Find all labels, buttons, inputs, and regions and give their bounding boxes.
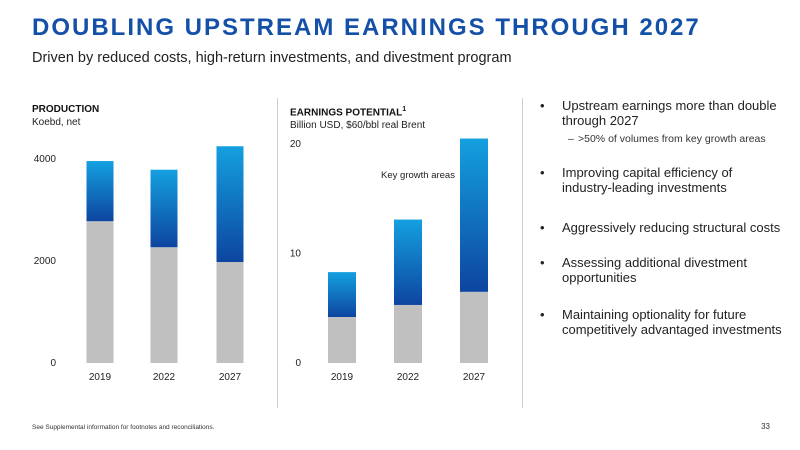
footnote: See Supplemental information for footnot…: [32, 424, 215, 431]
bar-base: [460, 291, 488, 363]
bar-base: [328, 317, 356, 363]
x-tick-label: 2027: [463, 372, 486, 383]
earnings-heading-text: EARNINGS POTENTIAL: [290, 107, 403, 119]
divider-left: [277, 98, 278, 408]
bullet-text: Aggressively reducing structural costs: [562, 220, 781, 235]
bar-base: [150, 247, 178, 363]
sub-bullet-text: >50% of volumes from key growth areas: [578, 133, 766, 145]
x-tick-label: 2022: [397, 372, 420, 383]
bullet-item: • Improving capital efficiency of indust…: [538, 165, 783, 195]
bar-growth: [150, 169, 178, 248]
bar-base: [216, 262, 244, 363]
production-unit: Koebd, net: [32, 117, 81, 128]
bullet-dot: •: [540, 165, 545, 180]
bar-growth: [460, 138, 488, 292]
page-title: DOUBLING UPSTREAM EARNINGS THROUGH 2027: [32, 14, 701, 41]
earnings-unit: Billion USD, $60/bbl real Brent: [290, 120, 426, 132]
bar-growth: [86, 161, 114, 222]
y-tick-label: 20: [290, 139, 302, 150]
bullet-dot: •: [540, 98, 545, 113]
bar-growth: [328, 272, 356, 318]
x-tick-label: 2019: [89, 372, 112, 383]
bullet-dot: •: [540, 220, 545, 235]
bar-growth: [216, 146, 244, 263]
bullet-text: Upstream earnings more than double throu…: [562, 98, 777, 128]
y-tick-label: 10: [290, 249, 302, 260]
y-tick-label: 0: [295, 358, 301, 369]
production-header: PRODUCTION Koebd, net: [32, 103, 99, 129]
earnings-heading: EARNINGS POTENTIAL1: [290, 103, 425, 119]
page-subtitle: Driven by reduced costs, high-return inv…: [32, 50, 512, 66]
bar-base: [394, 304, 422, 363]
y-tick-label: 4000: [34, 154, 57, 165]
x-tick-label: 2019: [331, 372, 354, 383]
sub-bullet-dash: –: [568, 133, 574, 145]
sub-bullet-item: – >50% of volumes from key growth areas: [538, 133, 783, 145]
y-tick-label: 0: [50, 358, 56, 369]
bar-growth: [394, 219, 422, 305]
bullet-dot: •: [540, 307, 545, 322]
bullet-item: • Aggressively reducing structural costs: [538, 220, 783, 235]
bullet-text: Improving capital efficiency of industry…: [562, 165, 733, 195]
bullet-list: • Upstream earnings more than double thr…: [538, 98, 783, 337]
bullet-item: • Upstream earnings more than double thr…: [538, 98, 783, 128]
y-tick-label: 2000: [34, 256, 57, 267]
production-heading: PRODUCTION: [32, 104, 100, 115]
x-tick-label: 2027: [219, 372, 242, 383]
bullet-text: Assessing additional divestment opportun…: [562, 255, 747, 285]
page-number: 33: [761, 422, 770, 431]
bullet-text: Maintaining optionality for future compe…: [562, 307, 782, 337]
bullet-dot: •: [540, 255, 545, 270]
x-tick-label: 2022: [153, 372, 176, 383]
bullet-item: • Assessing additional divestment opport…: [538, 255, 783, 285]
earnings-footnote-mark: 1: [402, 106, 407, 113]
bar-base: [86, 221, 114, 363]
earnings-header: EARNINGS POTENTIAL1 Billion USD, $60/bbl…: [290, 103, 425, 132]
bullet-item: • Maintaining optionality for future com…: [538, 307, 783, 337]
chart-annotation: Key growth areas: [381, 170, 455, 181]
divider-right: [522, 98, 523, 408]
